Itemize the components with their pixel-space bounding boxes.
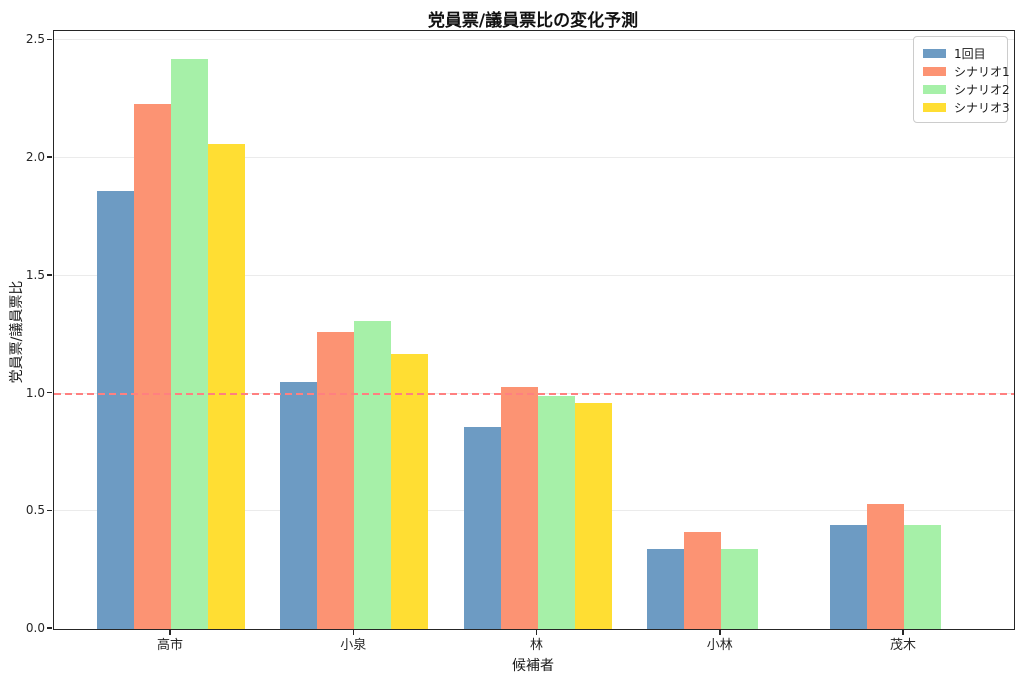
x-tick-mark (902, 629, 904, 635)
legend-item: シナリオ2 (923, 80, 1010, 98)
chart-title: 党員票/議員票比の変化予測 (427, 11, 639, 31)
y-tick-mark (47, 509, 52, 512)
legend-label: シナリオ3 (954, 100, 1010, 115)
bar (867, 504, 904, 629)
x-tick-label: 茂木 (889, 638, 916, 653)
bar (317, 332, 355, 629)
legend-swatch-icon (923, 102, 946, 112)
bar (830, 525, 867, 629)
x-tick-mark (352, 629, 354, 635)
bar (646, 548, 684, 629)
x-tick-mark (719, 629, 721, 635)
legend-label: シナリオ1 (954, 64, 1010, 79)
bar (208, 144, 245, 629)
legend-swatch-icon (923, 48, 946, 58)
bar (97, 191, 134, 629)
bar (391, 353, 429, 629)
legend-item: 1回目 (923, 44, 998, 62)
legend-item: シナリオ1 (923, 62, 1010, 80)
legend-swatch-icon (923, 66, 946, 76)
y-tick-mark (47, 627, 52, 629)
legend: 1回目シナリオ1 シナリオ2 シナリオ3 (913, 36, 1010, 123)
y-tick-mark (47, 156, 52, 158)
y-tick-label: 2.0 (25, 150, 45, 165)
x-tick-label: 小林 (706, 638, 733, 653)
y-tick-label: 0.5 (25, 503, 45, 518)
reference-line (54, 392, 1014, 395)
y-tick-label: 2.5 (25, 32, 45, 47)
bar (500, 386, 538, 629)
gridline (54, 39, 1014, 41)
x-tick-label: 小泉 (340, 638, 367, 653)
bar (720, 548, 758, 629)
bar (280, 381, 318, 629)
y-tick-label: 0.0 (25, 621, 45, 635)
legend-label: 1回目 (954, 46, 986, 61)
x-axis-label: 候補者 (512, 658, 554, 674)
x-tick-mark (169, 629, 171, 635)
bar (463, 426, 501, 629)
bar (683, 532, 721, 629)
y-tick-mark (47, 274, 52, 276)
x-tick-label: 高市 (156, 638, 183, 653)
plot-area (53, 30, 1015, 630)
bar (354, 320, 392, 629)
gridline (54, 274, 1014, 276)
x-tick-label: 林 (529, 638, 543, 653)
legend-item: シナリオ3 (923, 98, 1010, 116)
bar (574, 402, 612, 629)
legend-swatch-icon (923, 84, 946, 94)
bar (537, 395, 575, 629)
y-tick-label: 1.0 (25, 385, 45, 400)
bar (171, 59, 208, 629)
y-tick-label: 1.5 (25, 267, 45, 282)
x-tick-mark (535, 629, 538, 635)
legend-label: シナリオ2 (954, 82, 1010, 97)
y-tick-mark (47, 391, 52, 394)
y-tick-mark (47, 38, 52, 41)
bar (904, 525, 941, 629)
gridline (54, 157, 1014, 159)
y-axis-label: 党員票/議員票比 (9, 280, 25, 384)
bar (134, 103, 171, 629)
